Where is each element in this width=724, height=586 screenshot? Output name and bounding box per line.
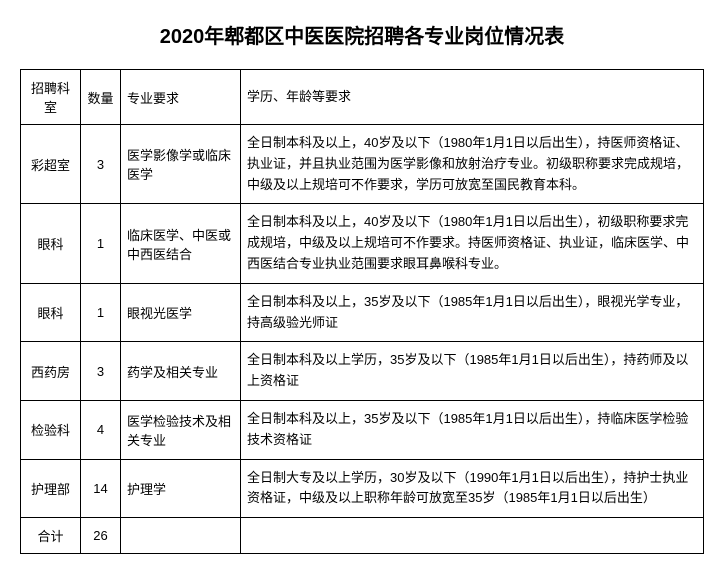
- cell-requirements: 全日制本科及以上，35岁及以下（1985年1月1日以后出生），持临床医学检验技术…: [241, 400, 704, 459]
- cell-quantity: 3: [81, 125, 121, 204]
- cell-requirements: 全日制本科及以上，40岁及以下（1980年1月1日以后出生），持医师资格证、执业…: [241, 125, 704, 204]
- recruitment-table: 招聘科室 数量 专业要求 学历、年龄等要求 彩超室 3 医学影像学或临床医学 全…: [20, 69, 704, 554]
- header-department: 招聘科室: [21, 70, 81, 125]
- cell-department: 眼科: [21, 283, 81, 342]
- cell-requirements: 全日制本科及以上，40岁及以下（1980年1月1日以后出生），初级职称要求完成规…: [241, 204, 704, 283]
- table-row: 眼科 1 眼视光医学 全日制本科及以上，35岁及以下（1985年1月1日以后出生…: [21, 283, 704, 342]
- cell-department: 检验科: [21, 400, 81, 459]
- cell-total-major: [121, 518, 241, 554]
- cell-quantity: 1: [81, 283, 121, 342]
- cell-major: 药学及相关专业: [121, 342, 241, 401]
- table-row: 眼科 1 临床医学、中医或中西医结合 全日制本科及以上，40岁及以下（1980年…: [21, 204, 704, 283]
- cell-total-req: [241, 518, 704, 554]
- cell-quantity: 14: [81, 459, 121, 518]
- cell-major: 护理学: [121, 459, 241, 518]
- header-major: 专业要求: [121, 70, 241, 125]
- table-row: 检验科 4 医学检验技术及相关专业 全日制本科及以上，35岁及以下（1985年1…: [21, 400, 704, 459]
- cell-major: 医学影像学或临床医学: [121, 125, 241, 204]
- cell-department: 护理部: [21, 459, 81, 518]
- table-row: 西药房 3 药学及相关专业 全日制本科及以上学历，35岁及以下（1985年1月1…: [21, 342, 704, 401]
- cell-department: 眼科: [21, 204, 81, 283]
- cell-requirements: 全日制本科及以上，35岁及以下（1985年1月1日以后出生），眼视光学专业，持高…: [241, 283, 704, 342]
- cell-quantity: 4: [81, 400, 121, 459]
- cell-major: 临床医学、中医或中西医结合: [121, 204, 241, 283]
- header-requirements: 学历、年龄等要求: [241, 70, 704, 125]
- cell-major: 医学检验技术及相关专业: [121, 400, 241, 459]
- table-body: 彩超室 3 医学影像学或临床医学 全日制本科及以上，40岁及以下（1980年1月…: [21, 125, 704, 554]
- page-title: 2020年郫都区中医医院招聘各专业岗位情况表: [20, 20, 704, 49]
- table-header-row: 招聘科室 数量 专业要求 学历、年龄等要求: [21, 70, 704, 125]
- table-total-row: 合计 26: [21, 518, 704, 554]
- header-quantity: 数量: [81, 70, 121, 125]
- cell-quantity: 1: [81, 204, 121, 283]
- table-row: 彩超室 3 医学影像学或临床医学 全日制本科及以上，40岁及以下（1980年1月…: [21, 125, 704, 204]
- cell-major: 眼视光医学: [121, 283, 241, 342]
- cell-requirements: 全日制本科及以上学历，35岁及以下（1985年1月1日以后出生），持药师及以上资…: [241, 342, 704, 401]
- cell-department: 彩超室: [21, 125, 81, 204]
- cell-total-value: 26: [81, 518, 121, 554]
- cell-requirements: 全日制大专及以上学历，30岁及以下（1990年1月1日以后出生），持护士执业资格…: [241, 459, 704, 518]
- cell-department: 西药房: [21, 342, 81, 401]
- table-row: 护理部 14 护理学 全日制大专及以上学历，30岁及以下（1990年1月1日以后…: [21, 459, 704, 518]
- cell-total-label: 合计: [21, 518, 81, 554]
- cell-quantity: 3: [81, 342, 121, 401]
